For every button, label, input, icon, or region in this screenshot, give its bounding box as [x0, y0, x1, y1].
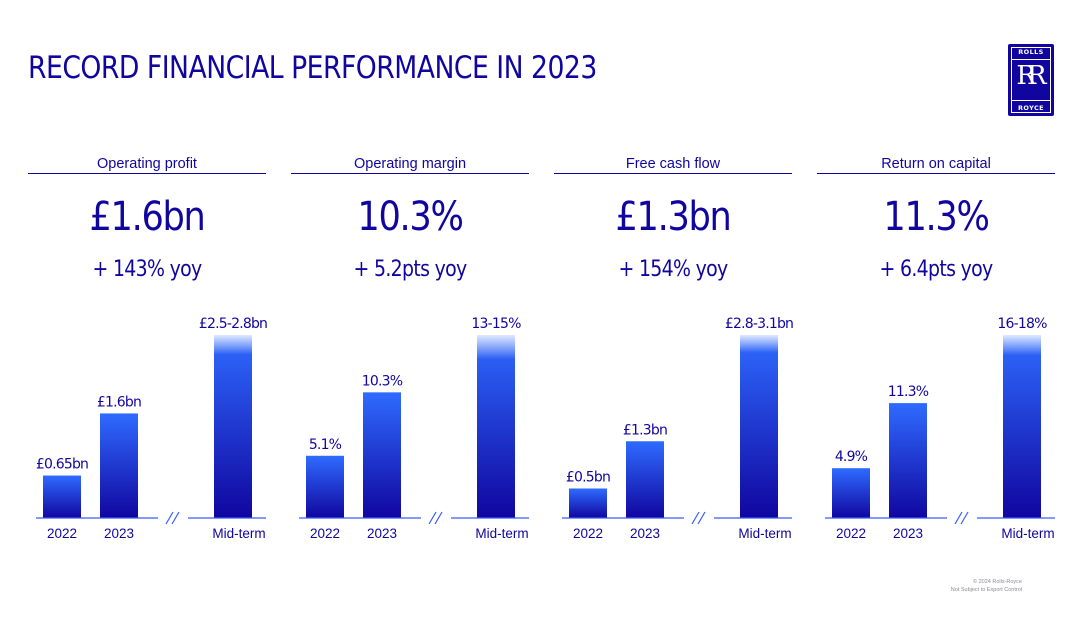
axis-break-mark	[171, 511, 180, 525]
axis-break-mark	[165, 511, 174, 525]
kpi-label: Return on capital	[881, 156, 991, 172]
data-label: £1.6bn	[97, 394, 141, 410]
category-label: 2023	[893, 526, 923, 541]
data-label: 16-18%	[997, 316, 1047, 332]
kpi-divider	[817, 173, 1055, 174]
category-label: 2022	[836, 526, 866, 541]
bar-chart-operating-profit: £0.65bn 2022 £1.6bn 2023 £2.5-2.8bn Mid-term	[36, 316, 268, 541]
range-band	[214, 335, 252, 355]
data-label: 5.1%	[309, 437, 342, 453]
category-label: 2023	[630, 526, 660, 541]
logo-rule-top	[1012, 59, 1050, 60]
kpi-value: £1.3bn	[615, 194, 731, 240]
axis-break-mark	[428, 511, 437, 525]
copyright-line: © 2024 Rolls-Royce	[973, 579, 1022, 585]
axis-break-mark	[697, 511, 706, 525]
bar-mid-term	[477, 335, 515, 518]
axis-break-mark	[954, 511, 963, 525]
kpi-label: Operating margin	[353, 156, 467, 172]
copyright-notice: © 2024 Rolls-Royce Not Subject to Export…	[930, 578, 1022, 594]
category-label: Mid-term	[212, 526, 265, 541]
data-label: £1.3bn	[623, 422, 667, 438]
rolls-royce-logo: ROLLS RR ROYCE	[1008, 44, 1054, 116]
bar-chart-free-cash-flow: £0.5bn 2022 £1.3bn 2023 £2.8-3.1bn Mid-term	[562, 316, 794, 541]
bar-mid-term	[740, 335, 778, 518]
category-label: Mid-term	[475, 526, 528, 541]
kpi-panel-operating-margin: Operating margin 10.3% + 5.2pts yoy 5.1%…	[291, 150, 529, 550]
logo-rule-bottom	[1012, 100, 1050, 101]
range-band	[1003, 335, 1041, 356]
category-label: Mid-term	[738, 526, 791, 541]
range-band	[477, 335, 515, 360]
data-label: £0.5bn	[566, 469, 610, 485]
kpi-label: Free cash flow	[625, 156, 721, 172]
kpi-divider	[554, 173, 792, 174]
kpi-label: Operating profit	[97, 156, 197, 172]
logo-top-word: ROLLS	[1018, 48, 1044, 56]
category-label: 2023	[104, 526, 134, 541]
axis-break-mark	[691, 511, 700, 525]
bar-2023	[100, 413, 138, 518]
bar-2022	[569, 488, 607, 518]
bar-mid-term	[214, 335, 252, 518]
kpi-panel-return-on-capital: Return on capital 11.3% + 6.4pts yoy 4.9…	[817, 150, 1055, 550]
export-control-line: Not Subject to Export Control	[950, 587, 1022, 593]
bar-chart-return-on-capital: 4.9% 2022 11.3% 2023 16-18% Mid-term	[825, 316, 1055, 541]
bar-mid-term	[1003, 335, 1041, 518]
data-label: £0.65bn	[36, 457, 88, 473]
range-band	[740, 335, 778, 353]
kpi-panel-operating-profit: Operating profit £1.6bn + 143% yoy £0.65…	[28, 150, 268, 550]
page-title: RECORD FINANCIAL PERFORMANCE IN 2023	[28, 50, 597, 86]
bar-2022	[43, 475, 81, 518]
bar-2023	[889, 403, 927, 518]
kpi-value: £1.6bn	[89, 194, 205, 240]
axis-break-mark	[434, 511, 443, 525]
axis-break-mark	[960, 511, 969, 525]
data-label: 10.3%	[362, 373, 403, 389]
category-label: 2022	[47, 526, 77, 541]
logo-frame	[1011, 47, 1051, 113]
category-label: 2023	[367, 526, 397, 541]
bar-2023	[626, 441, 664, 518]
data-label: 11.3%	[888, 384, 929, 400]
category-label: 2022	[310, 526, 340, 541]
kpi-change: + 143% yoy	[92, 257, 202, 282]
data-label: £2.8-3.1bn	[725, 316, 793, 332]
kpi-change: + 6.4pts yoy	[879, 257, 994, 282]
data-label: 4.9%	[835, 449, 868, 465]
logo-monogram: RR	[1016, 61, 1046, 91]
bar-2023	[363, 392, 401, 518]
bar-chart-operating-margin: 5.1% 2022 10.3% 2023 13-15% Mid-term	[299, 316, 529, 541]
category-label: Mid-term	[1001, 526, 1054, 541]
kpi-value: 10.3%	[357, 194, 464, 240]
kpi-change: + 5.2pts yoy	[353, 257, 468, 282]
data-label: 13-15%	[471, 316, 521, 332]
logo-bottom-word: ROYCE	[1018, 104, 1044, 112]
category-label: 2022	[573, 526, 603, 541]
bar-2022	[306, 455, 344, 518]
kpi-value: 11.3%	[883, 194, 990, 240]
kpi-divider	[291, 173, 529, 174]
bar-2022	[832, 468, 870, 518]
kpi-panel-free-cash-flow: Free cash flow £1.3bn + 154% yoy £0.5bn 2…	[554, 150, 794, 550]
data-label: £2.5-2.8bn	[199, 316, 267, 332]
kpi-change: + 154% yoy	[618, 257, 728, 282]
kpi-divider	[28, 173, 266, 174]
